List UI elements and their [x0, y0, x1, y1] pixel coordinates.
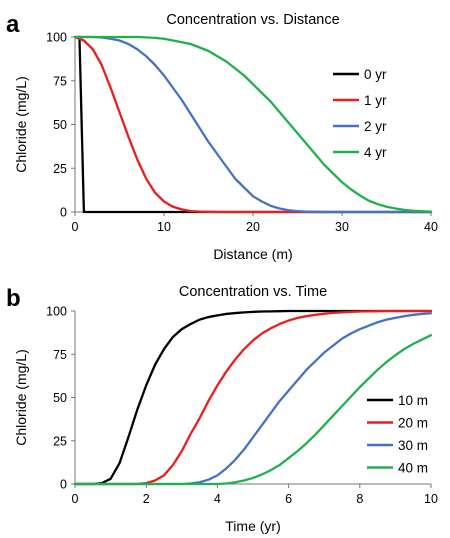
y-tick-label: 50 — [53, 118, 67, 132]
y-tick-label: 100 — [46, 31, 67, 45]
x-tick-label: 4 — [214, 492, 221, 506]
series-line-a-4-yr — [73, 35, 433, 213]
series-line-a-2-yr — [73, 35, 433, 214]
legend-label-a: 4 yr — [364, 145, 387, 160]
x-tick-label: 2 — [143, 492, 150, 506]
x-tick-label: 10 — [424, 492, 438, 506]
x-tick-label: 20 — [246, 220, 260, 234]
legend-label-a: 0 yr — [364, 67, 387, 82]
legend-label-b: 10 m — [398, 393, 428, 408]
legend-label-a: 1 yr — [364, 93, 387, 108]
y-tick-label: 50 — [53, 391, 67, 405]
panel-label-a: a — [6, 11, 20, 38]
series-line-b-20-m — [73, 309, 433, 486]
legend-label-b: 40 m — [398, 461, 428, 476]
y-tick-label: 25 — [53, 162, 67, 176]
y-tick-label: 0 — [60, 478, 67, 492]
y-tick-label: 0 — [60, 206, 67, 220]
x-tick-label: 8 — [356, 492, 363, 506]
x-tick-label: 0 — [72, 220, 79, 234]
y-tick-label: 25 — [53, 434, 67, 448]
y-axis-label-b: Chloride (mg/L) — [13, 349, 29, 445]
legend-label-b: 20 m — [398, 416, 428, 431]
series-line-b-40-m — [73, 334, 433, 486]
y-tick-label: 75 — [53, 74, 67, 88]
legend-label-b: 30 m — [398, 438, 428, 453]
series-line-b-10-m — [73, 309, 433, 486]
y-tick-label: 75 — [53, 348, 67, 362]
legend-label-a: 2 yr — [364, 119, 387, 134]
x-tick-label: 40 — [424, 220, 438, 234]
chart-title-b: Concentration vs. Time — [179, 284, 327, 300]
y-axis-label-a: Chloride (mg/L) — [13, 76, 29, 172]
x-tick-label: 0 — [72, 492, 79, 506]
x-axis-label-b: Time (yr) — [225, 518, 280, 534]
x-tick-label: 30 — [335, 220, 349, 234]
x-tick-label: 10 — [157, 220, 171, 234]
series-line-b-30-m — [73, 312, 433, 486]
x-axis-label-a: Distance (m) — [213, 246, 292, 262]
x-tick-label: 6 — [285, 492, 292, 506]
panel-label-b: b — [6, 285, 21, 312]
y-tick-label: 100 — [46, 305, 67, 319]
chart-title-a: Concentration vs. Distance — [166, 12, 339, 28]
